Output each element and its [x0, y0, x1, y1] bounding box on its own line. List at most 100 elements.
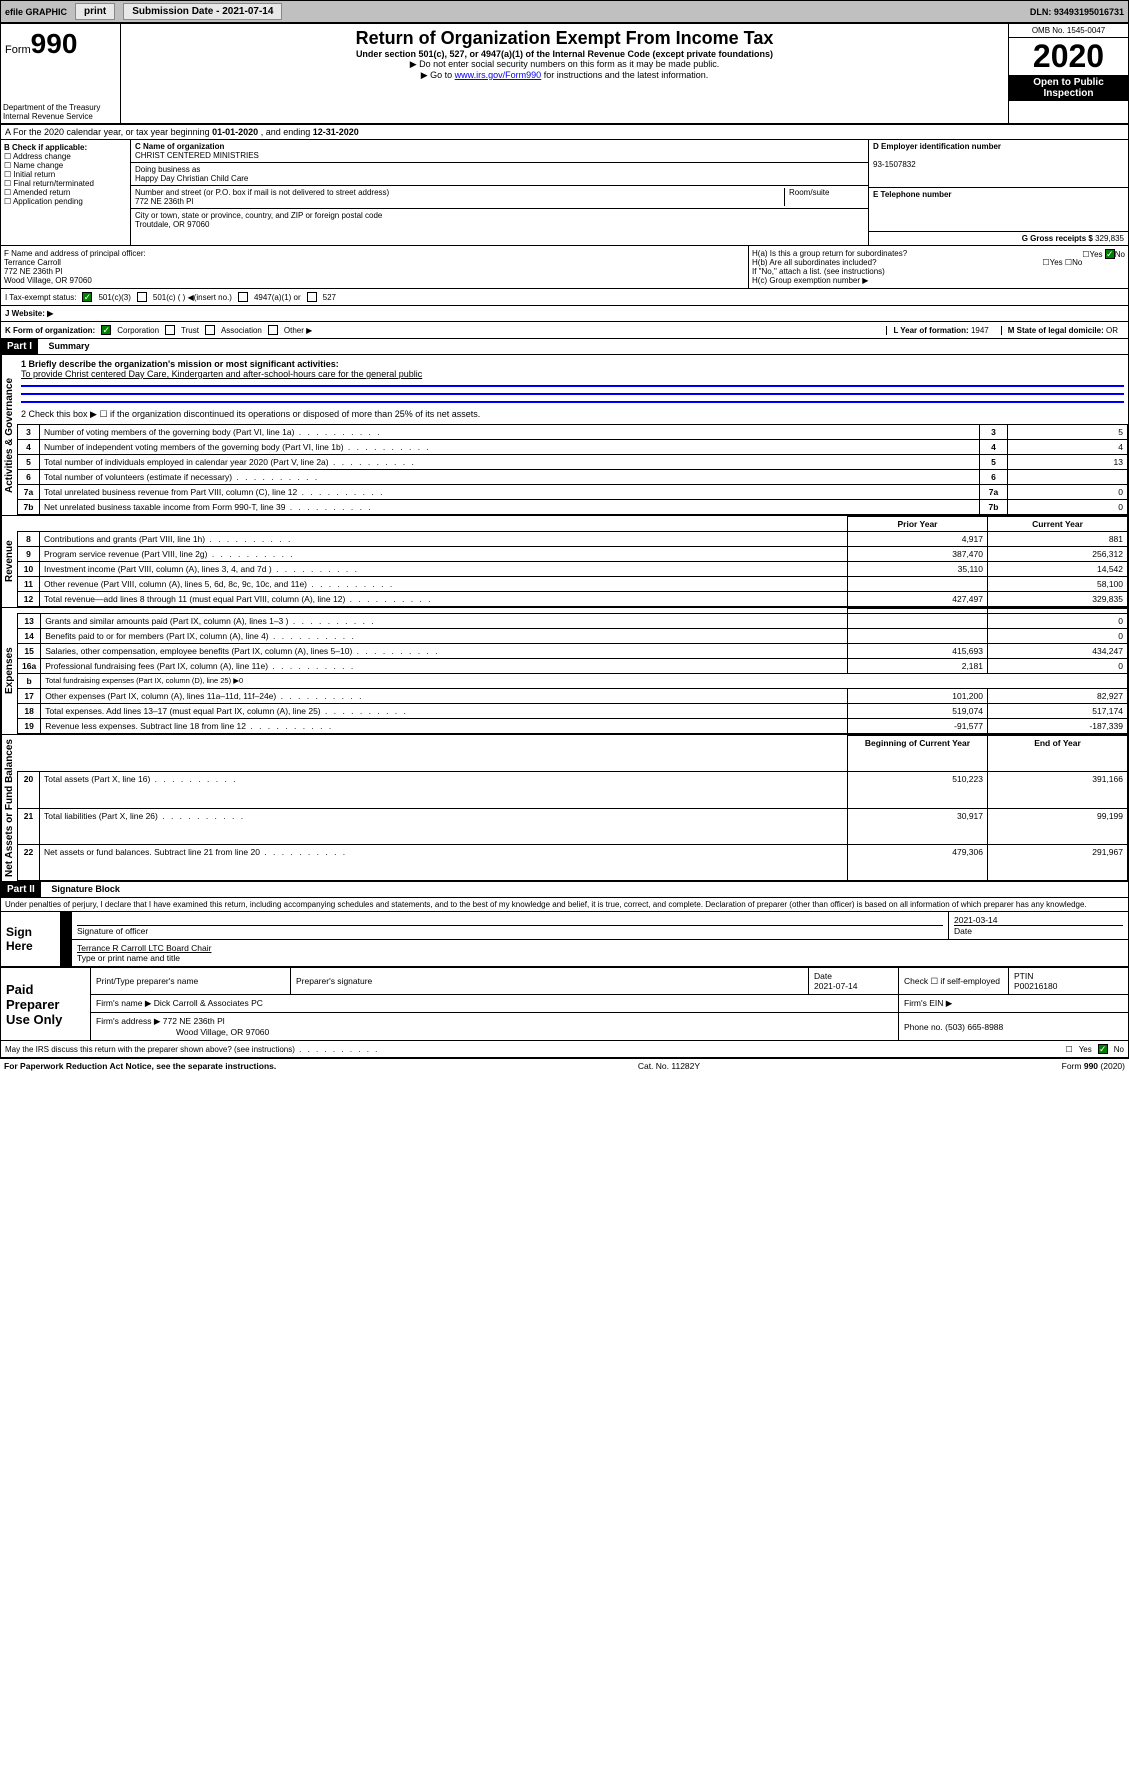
- catalog-number: Cat. No. 11282Y: [638, 1061, 700, 1071]
- part2-title: Signature Block: [43, 884, 120, 894]
- tax-year: 2020: [1009, 38, 1128, 75]
- phone-cell: E Telephone number: [869, 188, 1128, 232]
- chk-final-return[interactable]: ☐ Final return/terminated: [4, 179, 127, 188]
- efile-label: efile GRAPHIC: [5, 7, 67, 17]
- open-public-label: Open to Public Inspection: [1009, 75, 1128, 101]
- officer-typed-name: Terrance R Carroll LTC Board ChairType o…: [72, 940, 1129, 967]
- table-row: 12Total revenue—add lines 8 through 11 (…: [18, 592, 1128, 607]
- side-label-net: Net Assets or Fund Balances: [1, 735, 17, 881]
- table-row: 17Other expenses (Part IX, column (A), l…: [18, 689, 1128, 704]
- form-ref: Form 990 (2020): [1062, 1061, 1125, 1071]
- group-return-box: H(a) Is this a group return for subordin…: [748, 246, 1128, 288]
- officer-signature-cell: Signature of officer: [72, 912, 949, 940]
- room-suite-label: Room/suite: [789, 188, 829, 197]
- ptin-value: P00216180: [1014, 981, 1058, 991]
- check-icon: ✓: [1105, 249, 1115, 259]
- table-row: 11Other revenue (Part VIII, column (A), …: [18, 577, 1128, 592]
- dba-cell: Doing business as Happy Day Christian Ch…: [131, 163, 868, 186]
- tax-status-row: I Tax-exempt status: ✓501(c)(3) 501(c) (…: [0, 289, 1129, 306]
- note-goto: ▶ Go to www.irs.gov/Form990 for instruct…: [125, 70, 1004, 81]
- table-row: 7bNet unrelated business taxable income …: [18, 500, 1128, 515]
- table-row: 4Number of independent voting members of…: [18, 440, 1128, 455]
- prep-date: 2021-07-14: [814, 981, 857, 991]
- table-row: 15Salaries, other compensation, employee…: [18, 644, 1128, 659]
- firm-phone: (503) 665-8988: [945, 1022, 1003, 1032]
- dept-treasury: Department of the Treasury Internal Reve…: [1, 101, 121, 123]
- table-row: 6Total number of volunteers (estimate if…: [18, 470, 1128, 485]
- state-domicile: OR: [1106, 326, 1118, 335]
- sign-here-label: Sign Here: [1, 912, 61, 967]
- note-ssn: ▶ Do not enter social security numbers o…: [125, 59, 1004, 70]
- table-row: 22Net assets or fund balances. Subtract …: [18, 844, 1128, 880]
- dba-name: Happy Day Christian Child Care: [135, 174, 248, 183]
- form-org-row: K Form of organization: ✓Corporation Tru…: [0, 322, 1129, 339]
- form-number-box: Form990: [1, 24, 121, 101]
- omb-number: OMB No. 1545-0047: [1009, 24, 1128, 38]
- form-title: Return of Organization Exempt From Incom…: [125, 28, 1004, 49]
- table-row: 5Total number of individuals employed in…: [18, 455, 1128, 470]
- form-number: 990: [31, 28, 78, 59]
- preparer-table: Paid Preparer Use Only Print/Type prepar…: [0, 967, 1129, 1041]
- ein-cell: D Employer identification number 93-1507…: [869, 140, 1128, 188]
- prep-sig-label: Preparer's signature: [291, 968, 809, 995]
- group-exemption: H(c) Group exemption number ▶: [752, 276, 1125, 285]
- print-button[interactable]: print: [75, 3, 115, 20]
- part1-title: Summary: [41, 341, 90, 351]
- principal-officer: F Name and address of principal officer:…: [1, 246, 748, 288]
- side-label-revenue: Revenue: [1, 516, 17, 607]
- table-row: 19Revenue less expenses. Subtract line 1…: [18, 719, 1128, 734]
- check-icon: ✓: [1098, 1044, 1108, 1054]
- expenses-table: 13Grants and similar amounts paid (Part …: [17, 608, 1128, 734]
- part2-header: Part II: [1, 882, 41, 897]
- irs-link[interactable]: www.irs.gov/Form990: [455, 70, 542, 80]
- form-subtitle: Under section 501(c), 527, or 4947(a)(1)…: [125, 49, 1004, 59]
- dln-label: DLN: 93493195016731: [1030, 7, 1124, 17]
- table-row: 21Total liabilities (Part X, line 26)30,…: [18, 808, 1128, 844]
- irs-discuss-row: May the IRS discuss this return with the…: [0, 1041, 1129, 1058]
- check-icon: ✓: [101, 325, 111, 335]
- page-footer: For Paperwork Reduction Act Notice, see …: [0, 1058, 1129, 1073]
- box-b-label: B Check if applicable:: [4, 143, 127, 152]
- chk-name-change[interactable]: ☐ Name change: [4, 161, 127, 170]
- table-row: 18Total expenses. Add lines 13–17 (must …: [18, 704, 1128, 719]
- submission-date-button[interactable]: Submission Date - 2021-07-14: [123, 3, 282, 20]
- firm-ein-label: Firm's EIN ▶: [899, 995, 1129, 1013]
- year-begin: 01-01-2020: [212, 127, 258, 137]
- prep-name-label: Print/Type preparer's name: [91, 968, 291, 995]
- table-row: 7aTotal unrelated business revenue from …: [18, 485, 1128, 500]
- sig-date-cell: 2021-03-14Date: [949, 912, 1129, 940]
- table-row: bTotal fundraising expenses (Part IX, co…: [18, 674, 1128, 689]
- ein-value: 93-1507832: [873, 160, 916, 169]
- year-end: 12-31-2020: [313, 127, 359, 137]
- table-row: 13Grants and similar amounts paid (Part …: [18, 614, 1128, 629]
- table-row: 16aProfessional fundraising fees (Part I…: [18, 659, 1128, 674]
- address-cell: Number and street (or P.O. box if mail i…: [131, 186, 868, 209]
- form-word: Form: [5, 44, 31, 56]
- omb-year-box: OMB No. 1545-0047 2020 Open to Public In…: [1008, 24, 1128, 101]
- top-toolbar: efile GRAPHIC print Submission Date - 20…: [0, 0, 1129, 23]
- chk-address-change[interactable]: ☐ Address change: [4, 152, 127, 161]
- gross-receipts: G Gross receipts $ 329,835: [869, 232, 1128, 245]
- org-name-cell: C Name of organization CHRIST CENTERED M…: [131, 140, 868, 163]
- net-assets-table: Beginning of Current YearEnd of Year20To…: [17, 735, 1128, 881]
- firm-address: 772 NE 236th Pl: [163, 1016, 225, 1026]
- signature-table: Sign Here Signature of officer 2021-03-1…: [0, 911, 1129, 967]
- revenue-table: Prior YearCurrent Year8Contributions and…: [17, 516, 1128, 607]
- chk-initial-return[interactable]: ☐ Initial return: [4, 170, 127, 179]
- table-row: 8Contributions and grants (Part VIII, li…: [18, 532, 1128, 547]
- table-row: 9Program service revenue (Part VIII, lin…: [18, 547, 1128, 562]
- title-block: Return of Organization Exempt From Incom…: [121, 24, 1008, 101]
- chk-app-pending[interactable]: ☐ Application pending: [4, 197, 127, 206]
- chk-amended[interactable]: ☐ Amended return: [4, 188, 127, 197]
- website-row: J Website: ▶: [0, 306, 1129, 322]
- mission-label: 1 Briefly describe the organization's mi…: [21, 359, 1124, 369]
- side-label-expenses: Expenses: [1, 608, 17, 734]
- table-row: 20Total assets (Part X, line 16)510,2233…: [18, 772, 1128, 808]
- street-address: 772 NE 236th Pl: [135, 197, 193, 206]
- side-label-governance: Activities & Governance: [1, 355, 17, 515]
- perjury-declaration: Under penalties of perjury, I declare th…: [0, 898, 1129, 911]
- year-formation: 1947: [971, 326, 989, 335]
- self-employed-check[interactable]: Check ☐ if self-employed: [899, 968, 1009, 995]
- org-name: CHRIST CENTERED MINISTRIES: [135, 151, 259, 160]
- box-b-checkboxes: B Check if applicable: ☐ Address change …: [1, 140, 131, 245]
